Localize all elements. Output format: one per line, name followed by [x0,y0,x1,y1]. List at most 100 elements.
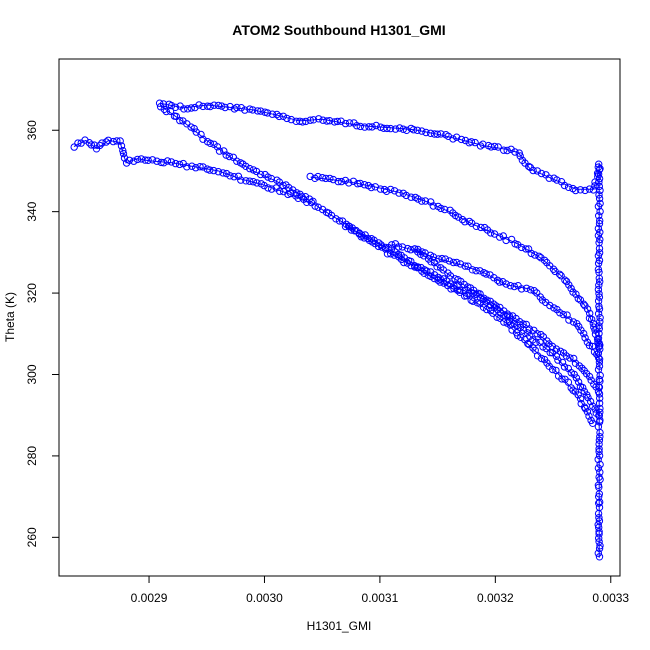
data-point [595,534,603,542]
data-point [546,348,554,357]
data-point [595,182,603,191]
data-point [441,255,450,263]
data-point [433,263,441,271]
x-tick-label: 0.0029 [131,591,168,605]
data-point [382,187,391,196]
data-point [494,143,502,151]
data-point [487,229,495,237]
data-point [596,314,604,322]
data-point [575,322,583,331]
data-point [383,124,391,133]
data-point [457,135,466,144]
data-point [566,354,574,362]
data-point [437,130,445,138]
data-point [180,105,188,113]
data-point [463,292,471,300]
data-point [155,99,164,107]
data-point [195,101,203,109]
x-tick-label: 0.0033 [592,591,629,605]
data-point [256,170,265,179]
data-point [537,354,546,363]
data-point [184,105,192,113]
data-point [395,189,403,197]
data-point [306,172,314,181]
y-tick-label: 260 [25,527,39,547]
data-point [206,102,214,111]
y-axis: 260 280 300 320 340 360 [25,120,59,547]
data-point [148,156,157,164]
data-point [249,106,257,114]
data-point [490,300,498,308]
series-upper-arc [155,99,604,195]
data-point [595,160,603,168]
data-point [596,345,604,353]
data-point [567,284,575,293]
data-point [125,156,134,165]
data-point [167,101,176,110]
data-point [102,138,110,146]
data-point [218,102,226,110]
data-point [117,142,126,150]
data-point [575,362,583,370]
data-point [411,245,419,253]
data-point [505,317,514,325]
data-point [580,300,588,308]
data-point [196,163,204,171]
data-point [492,302,500,310]
data-point [570,354,578,363]
data-point [596,428,604,437]
data-point [347,226,356,234]
data-point [326,174,334,183]
data-point [595,239,603,247]
data-point [581,334,589,342]
data-point [322,174,330,183]
data-point [594,265,603,274]
data-point [490,142,499,151]
data-point [517,333,525,341]
data-point [583,305,592,313]
data-point [574,391,582,399]
data-point [436,275,444,283]
data-point [253,107,262,115]
data-point [314,203,322,211]
data-point [594,509,603,518]
data-point [584,393,592,402]
data-point [334,177,342,186]
data-point [449,135,457,143]
data-point [510,282,518,291]
data-point [214,168,223,176]
series-line [310,176,600,347]
data-point [595,281,603,289]
data-point [564,183,573,192]
data-point [171,103,180,112]
data-point [391,125,400,133]
data-point [199,163,207,171]
data-point [163,157,172,165]
data-point [596,394,604,402]
data-point [549,265,558,273]
data-point [426,129,435,138]
data-point [525,162,533,171]
data-point [294,194,302,203]
data-point [581,186,589,195]
data-point [409,126,418,134]
series-line [345,225,600,416]
data-point [595,244,604,253]
data-point [396,124,404,132]
data-point [226,172,234,180]
data-point [372,121,380,130]
data-point [213,143,222,151]
data-point [515,149,523,157]
x-tick-label: 0.0030 [246,591,283,605]
data-point [595,553,604,561]
data-point [353,180,362,188]
data-point [482,270,490,278]
data-point [167,158,176,166]
data-point [595,274,603,282]
data-point [595,440,603,448]
data-point [503,310,512,318]
y-tick-label: 320 [25,283,39,303]
data-point [583,408,592,416]
data-point [113,137,121,145]
data-point [595,194,604,203]
